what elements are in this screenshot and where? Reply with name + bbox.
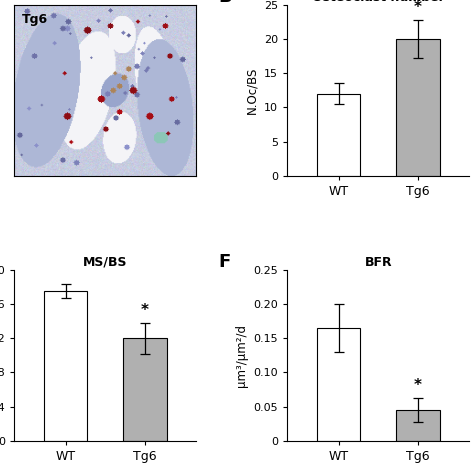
Y-axis label: μm³/μm²/d: μm³/μm²/d xyxy=(235,324,248,387)
Title: BFR: BFR xyxy=(365,255,392,269)
Text: Tg6: Tg6 xyxy=(21,13,47,26)
Text: *: * xyxy=(141,303,149,318)
Bar xyxy=(317,328,360,441)
Text: F: F xyxy=(218,253,230,271)
Bar xyxy=(396,410,439,441)
Text: B: B xyxy=(218,0,232,6)
Y-axis label: N.Oc/BS: N.Oc/BS xyxy=(246,66,258,114)
Bar xyxy=(44,291,87,441)
Title: Osteoclast number: Osteoclast number xyxy=(312,0,445,4)
Bar xyxy=(396,39,439,176)
Title: MS/BS: MS/BS xyxy=(83,255,128,269)
Bar xyxy=(123,338,166,441)
Text: *: * xyxy=(414,0,422,15)
Text: *: * xyxy=(414,378,422,392)
Bar xyxy=(317,94,360,176)
